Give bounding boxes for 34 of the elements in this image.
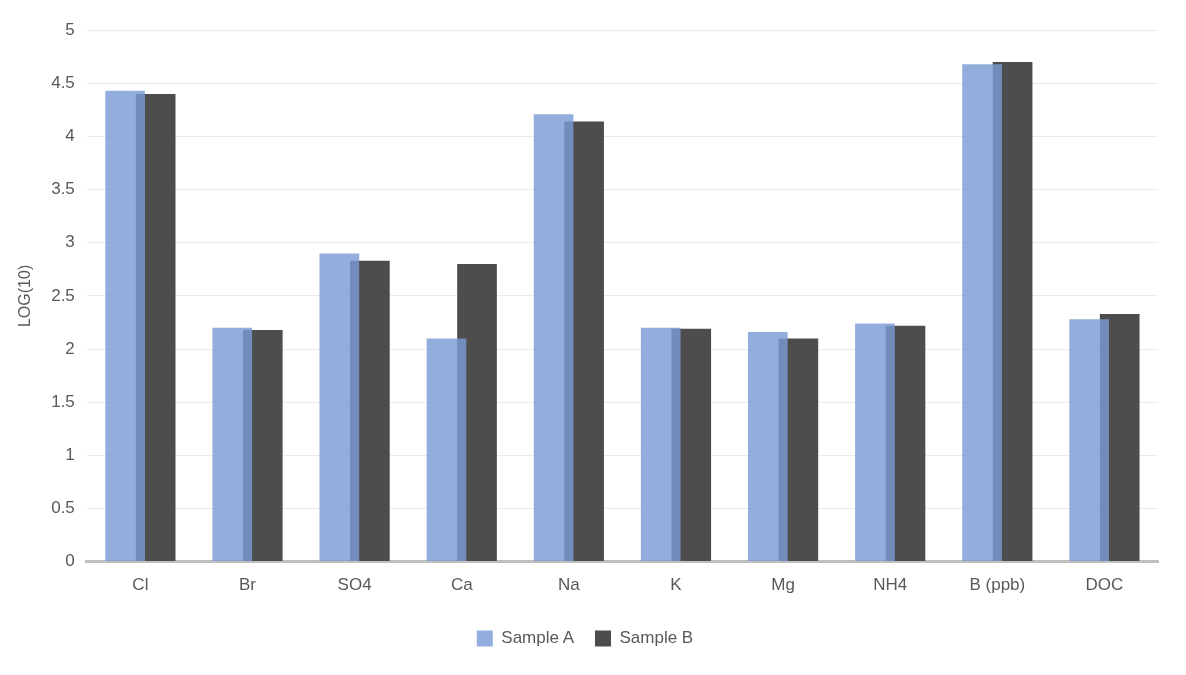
y-tick-label: 2.5 <box>51 285 75 305</box>
bar <box>533 114 574 562</box>
x-tick-label: Mg <box>771 575 795 595</box>
x-tick-label: B (ppb) <box>969 575 1026 595</box>
y-axis-title: LOG(10) <box>16 264 34 328</box>
bar <box>640 327 681 562</box>
bar <box>962 64 1002 562</box>
y-tick-label: 3.5 <box>51 179 75 199</box>
y-tick-label: 3 <box>65 232 75 252</box>
bar <box>319 253 360 562</box>
y-tick-label: 1 <box>65 445 75 465</box>
y-tick-label: 4 <box>65 126 75 146</box>
x-tick-label: Cl <box>132 575 149 595</box>
bar <box>212 327 253 562</box>
x-tick-label: SO4 <box>337 575 372 595</box>
bar <box>855 323 895 562</box>
bar <box>105 90 145 562</box>
x-tick-label: Br <box>239 575 257 595</box>
bar <box>747 332 788 562</box>
y-tick-label: 4.5 <box>51 73 75 93</box>
y-tick-label: 5 <box>65 19 75 39</box>
legend-label: Sample A <box>501 628 575 648</box>
bar <box>1069 319 1110 562</box>
y-tick-label: 1.5 <box>51 391 75 411</box>
x-tick-label: Na <box>557 575 581 595</box>
x-tick-label: NH4 <box>873 575 908 595</box>
y-tick-label: 0 <box>65 551 75 571</box>
x-tick-label: DOC <box>1085 575 1124 595</box>
x-tick-label: K <box>670 575 683 595</box>
bar <box>426 338 467 562</box>
y-tick-label: 2 <box>65 338 75 358</box>
y-tick-label: 0.5 <box>51 498 75 518</box>
legend-label: Sample B <box>619 628 694 648</box>
x-tick-label: Ca <box>450 575 474 595</box>
